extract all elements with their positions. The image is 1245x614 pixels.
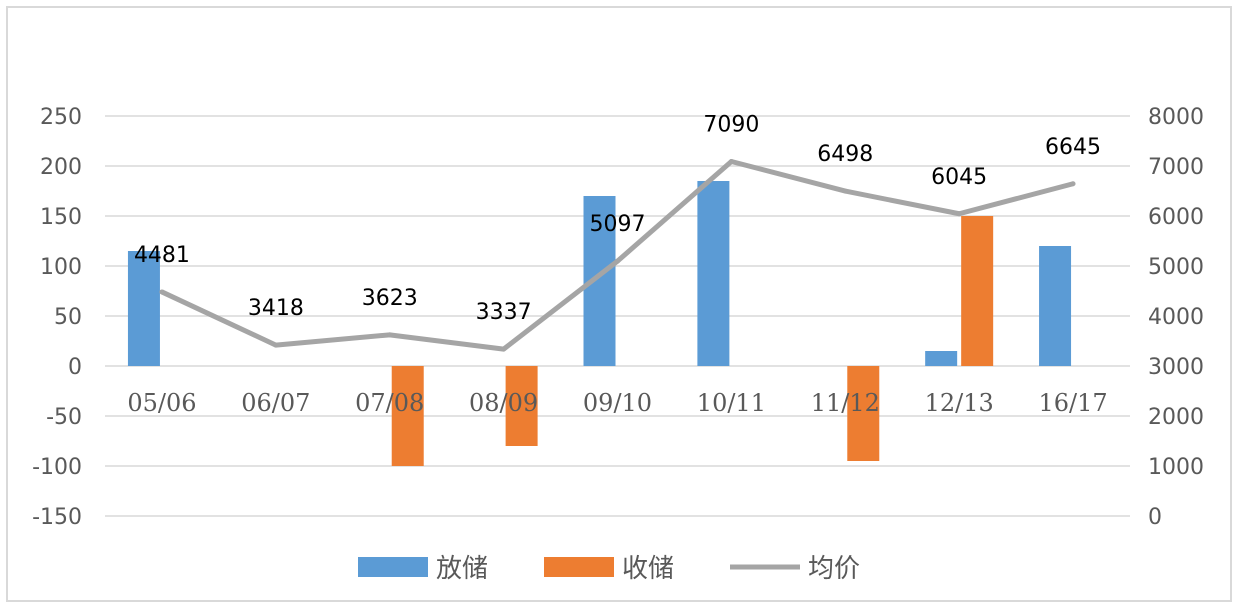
left-tick-label: -50	[46, 405, 82, 430]
right-tick-label: 1000	[1148, 455, 1204, 480]
data-labels: 4481 3418 3623 3337 5097 7090 6498 6045 6645	[134, 113, 1101, 326]
data-label: 3418	[248, 296, 304, 321]
data-label: 6498	[817, 142, 873, 167]
right-tick-label: 7000	[1148, 155, 1204, 180]
data-label: 6045	[931, 165, 987, 190]
category-label: 08/09	[469, 389, 538, 417]
data-label: 3623	[362, 286, 418, 311]
line-series	[159, 159, 1076, 352]
bar-shouchu	[847, 366, 880, 461]
line-point	[273, 342, 279, 348]
data-label: 5097	[590, 212, 646, 237]
line-point	[728, 159, 734, 164]
bar-shouchu	[391, 366, 424, 466]
legend-label-junjia: 均价	[808, 554, 860, 584]
left-axis-ticks: 250 200 150 100 50 0 -50 -100 -150	[32, 105, 82, 530]
right-tick-label: 3000	[1148, 355, 1204, 380]
line-point	[387, 332, 393, 338]
bar-shouchu	[961, 216, 994, 366]
legend-label-shouchu: 收储	[622, 554, 674, 584]
data-label: 4481	[134, 243, 190, 268]
right-tick-label: 5000	[1148, 255, 1204, 280]
data-label: 7090	[703, 113, 759, 138]
right-tick-label: 2000	[1148, 405, 1204, 430]
legend-swatch-shouchu	[544, 557, 614, 577]
category-label: 05/06	[127, 389, 196, 417]
data-label: 3337	[476, 300, 532, 325]
category-label: 06/07	[241, 389, 310, 417]
category-labels: 05/06 06/07 07/08 08/09 09/10 10/11 11/12 12/13…	[127, 389, 1107, 417]
line-point	[159, 289, 165, 295]
bar-fangchu	[925, 351, 958, 366]
left-tick-label: 100	[40, 255, 82, 280]
category-label: 11/12	[811, 389, 880, 417]
line-point	[615, 258, 620, 264]
category-label: 07/08	[355, 389, 424, 417]
chart-frame	[6, 6, 1232, 602]
category-label: 16/17	[1038, 389, 1107, 417]
bar-shouchu	[505, 366, 538, 446]
bar-fangchu	[1039, 246, 1072, 366]
bar-fangchu	[127, 251, 160, 366]
bar-series	[127, 181, 1072, 466]
category-label: 12/13	[925, 389, 994, 417]
right-tick-label: 6000	[1148, 205, 1204, 230]
left-tick-label: -100	[32, 455, 82, 480]
right-tick-label: 8000	[1148, 105, 1204, 130]
right-tick-label: 4000	[1148, 305, 1204, 330]
left-tick-label: -150	[32, 505, 82, 530]
line-point	[1070, 181, 1076, 187]
legend-swatch-fangchu	[358, 557, 428, 577]
right-tick-label: 0	[1148, 505, 1162, 530]
line-point	[956, 211, 962, 217]
data-label: 6645	[1045, 135, 1101, 160]
left-tick-label: 150	[40, 205, 82, 230]
line-point	[501, 346, 507, 352]
line-point	[842, 188, 848, 194]
left-tick-label: 250	[40, 105, 82, 130]
right-axis-ticks: 8000 7000 6000 5000 4000 3000 2000 1000 0	[1148, 105, 1204, 530]
gridlines	[105, 115, 1130, 517]
left-tick-label: 50	[54, 305, 82, 330]
legend: 放储 收储 均价	[358, 554, 860, 584]
category-label: 10/11	[697, 389, 766, 417]
left-tick-label: 200	[40, 155, 82, 180]
category-label: 09/10	[583, 389, 652, 417]
legend-label-fangchu: 放储	[436, 554, 488, 584]
left-tick-label: 0	[68, 355, 82, 380]
bar-fangchu	[697, 181, 730, 366]
